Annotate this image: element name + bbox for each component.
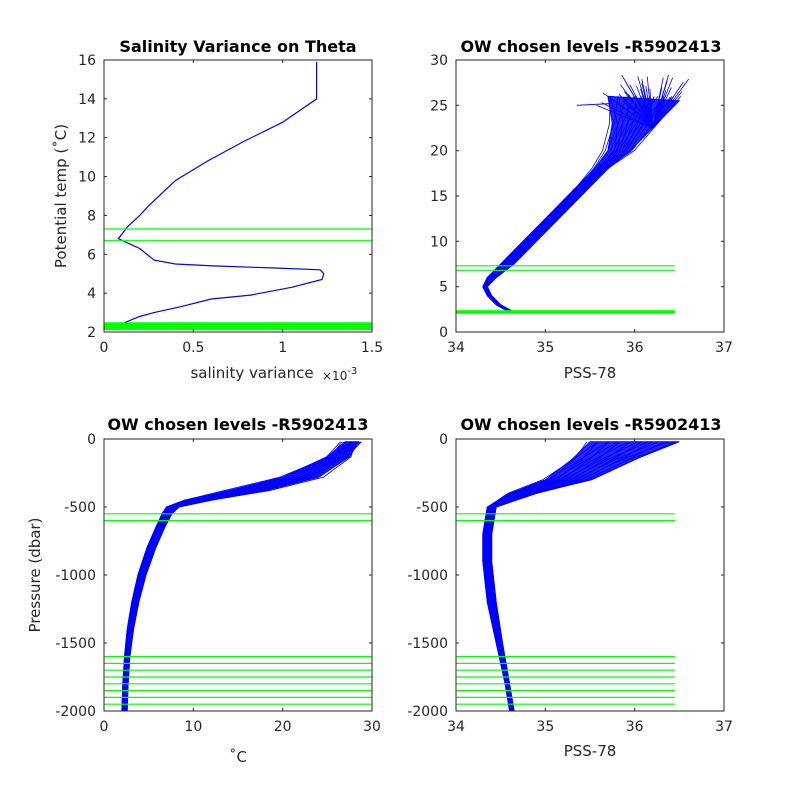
x-tick-label: 36: [626, 340, 644, 356]
y-tick-label: 2: [87, 325, 96, 341]
profile-line: [629, 84, 653, 129]
chosen-level-band: [104, 322, 372, 331]
panel-salinity-pressure: OW chosen levels -R5902413 34 35 36 37 0 -500…: [407, 415, 733, 760]
y-tick-label: 5: [439, 280, 448, 296]
x-axis-label: salinity variance: [190, 364, 313, 382]
panel-title: OW chosen levels -R5902413: [107, 415, 368, 434]
x-tick-label: 0.5: [182, 340, 204, 356]
axes-frame: [455, 438, 725, 712]
profile-line: [602, 92, 653, 129]
x-axis-label: ˚C: [229, 748, 247, 766]
x-exponent: ×10-3: [322, 366, 357, 383]
profile-line: [652, 77, 664, 129]
y-tick-label: 10: [78, 170, 96, 186]
profile-line: [626, 103, 653, 129]
plot-area: [455, 59, 725, 333]
panel-theta-salinity: OW chosen levels -R5902413 34 35 36 37 0 5 10 1…: [430, 37, 733, 382]
y-tick-label: -2000: [407, 704, 448, 720]
panel-temperature-pressure: OW chosen levels -R5902413 0 10 20 30 0 -500 -…: [26, 415, 381, 766]
y-tick-label: 16: [78, 53, 96, 69]
profile-line: [628, 94, 653, 129]
x-tick-label: 37: [715, 719, 733, 735]
y-tick-label: 8: [87, 208, 96, 224]
x-tick-label: 35: [536, 340, 554, 356]
profile-line: [652, 81, 684, 129]
axes-frame: [103, 438, 373, 712]
axes-frame: [455, 59, 725, 333]
plot-area: [103, 438, 373, 712]
profile-line: [652, 78, 690, 129]
plot-layer: 34 35 36 37 0 5 10 15 20 25 30: [430, 53, 733, 356]
x-tick-label: 0: [100, 719, 109, 735]
chosen-level-band: [456, 310, 675, 314]
panel-title: OW chosen levels -R5902413: [460, 415, 721, 434]
y-tick-label: 15: [430, 189, 448, 205]
plot-layer: 34 35 36 37 0 -500 -1000 -1500 -2000: [407, 432, 733, 735]
panel-salinity-variance: Salinity Variance on Theta 0 0.5 1 1.5 2 4 6 8 1…: [52, 37, 383, 383]
x-tick-label: 0: [100, 340, 109, 356]
y-tick-label: 25: [430, 98, 448, 114]
plot-content: [104, 441, 372, 711]
plot-content: [456, 74, 690, 314]
panel-title: Salinity Variance on Theta: [119, 37, 356, 56]
profile-line: [576, 103, 613, 106]
y-tick-label: 0: [439, 432, 448, 448]
profile-line: [486, 96, 682, 313]
panel-title: OW chosen levels -R5902413: [460, 37, 721, 56]
plot-area: [103, 59, 373, 333]
x-tick-label: 10: [184, 719, 202, 735]
y-tick-label: -500: [416, 500, 448, 516]
y-tick-label: 4: [87, 286, 96, 302]
profile-line: [652, 96, 671, 129]
axes-frame: [103, 59, 373, 333]
y-tick-label: 10: [430, 234, 448, 250]
y-tick-label: -1500: [55, 636, 96, 652]
x-tick-label: 20: [274, 719, 292, 735]
profile-line: [126, 441, 356, 711]
plot-layer: 0 10 20 30 0 -500 -1000 -1500 -2000: [55, 432, 381, 735]
profile-line: [652, 74, 669, 129]
x-tick-label: 35: [536, 719, 554, 735]
y-tick-label: 0: [439, 325, 448, 341]
x-tick-label: 37: [715, 340, 733, 356]
profile-line: [601, 102, 653, 129]
x-tick-label: 36: [626, 719, 644, 735]
plot-content: [456, 441, 680, 711]
profile-line: [596, 104, 653, 129]
y-tick-label: -1000: [407, 568, 448, 584]
y-axis-label: Pressure (dbar): [26, 518, 44, 633]
y-tick-label: -1000: [55, 568, 96, 584]
y-tick-label: -2000: [55, 704, 96, 720]
profile-line: [649, 88, 653, 129]
plot-content: [104, 61, 372, 331]
y-tick-label: -1500: [407, 636, 448, 652]
y-tick-label: 20: [430, 144, 448, 160]
x-axis-label: PSS-78: [564, 364, 617, 382]
x-tick-label: 34: [447, 340, 465, 356]
y-tick-label: 14: [78, 92, 96, 108]
y-tick-label: 0: [87, 432, 96, 448]
variance-line: [117, 61, 325, 327]
profile-line: [644, 95, 653, 129]
profile-line: [652, 77, 673, 129]
x-tick-label: 1: [278, 340, 287, 356]
x-tick-label: 30: [363, 719, 381, 735]
plot-layer: 0 0.5 1 1.5 2 4 6 8 10 12 14 16: [78, 53, 383, 356]
x-tick-label: 1.5: [361, 340, 383, 356]
y-tick-label: 6: [87, 247, 96, 263]
y-tick-label: 12: [78, 131, 96, 147]
x-axis-label: PSS-78: [564, 742, 617, 760]
x-tick-label: 34: [447, 719, 465, 735]
y-axis-label: Potential temp (˚C): [52, 124, 70, 268]
y-tick-label: -500: [64, 500, 96, 516]
y-tick-label: 30: [430, 53, 448, 69]
